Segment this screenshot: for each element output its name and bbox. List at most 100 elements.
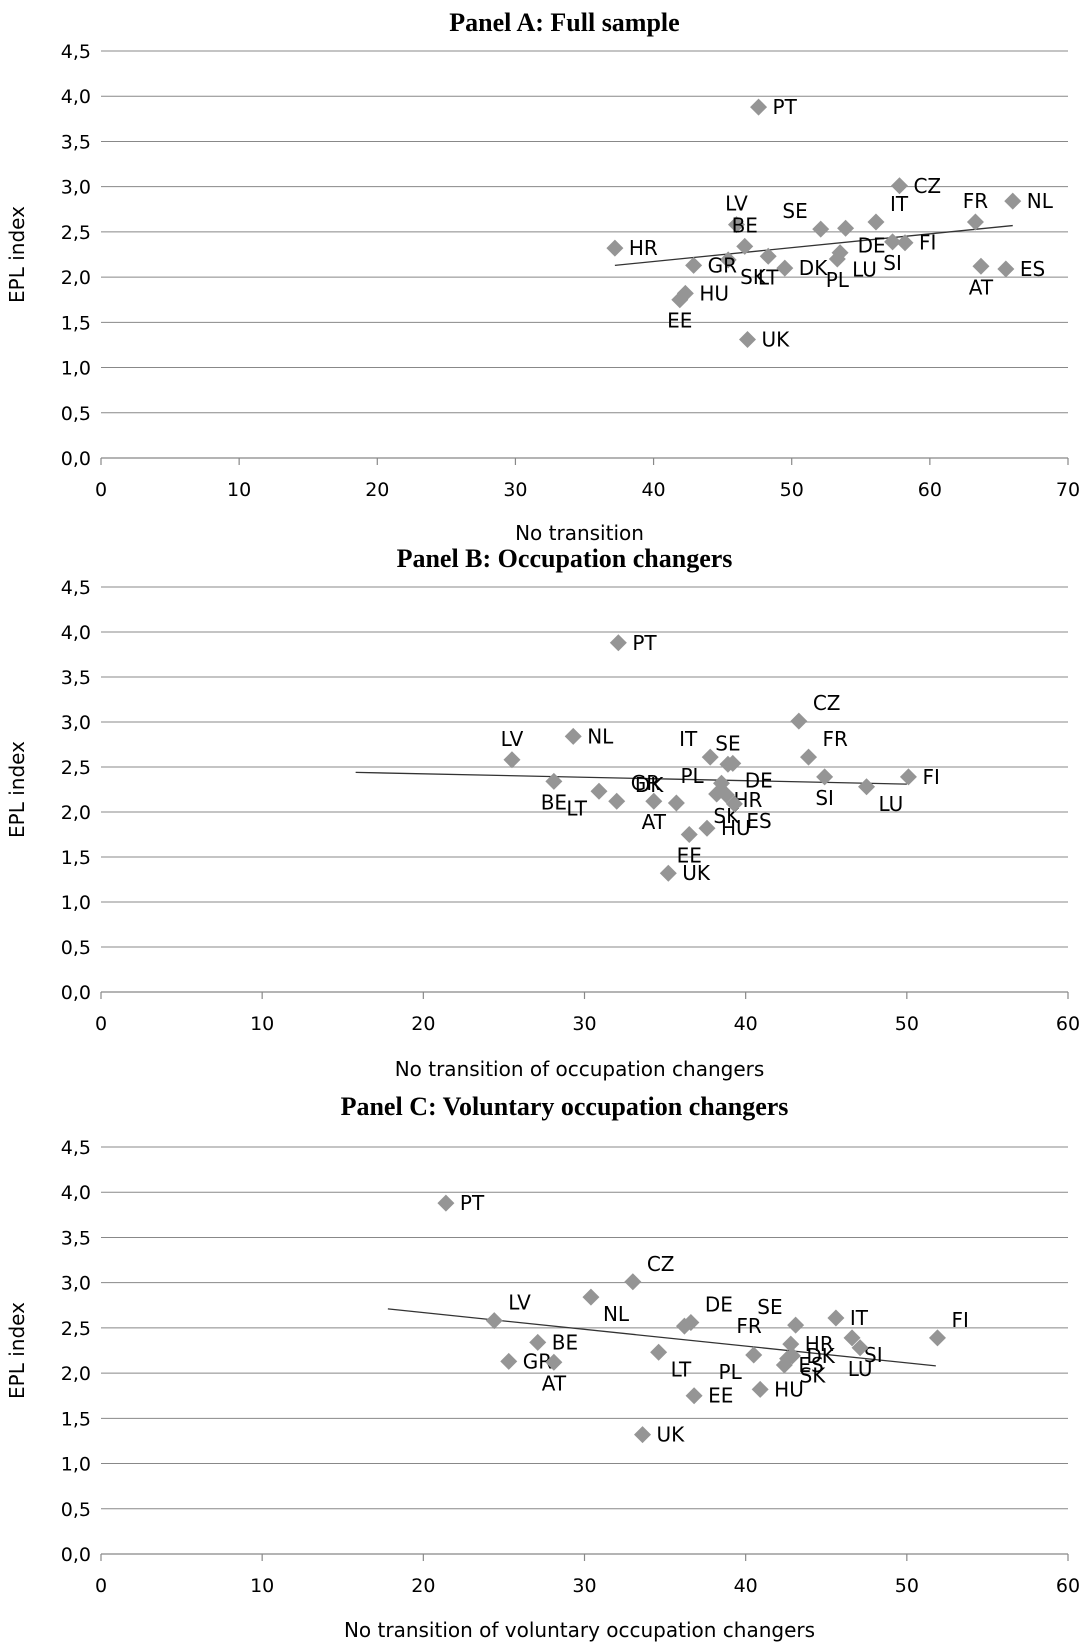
data-point-si [884,233,902,251]
panel-title: Panel A: Full sample [449,8,679,37]
point-label: LV [508,1291,531,1315]
data-point-pt [437,1194,455,1212]
point-label: FR [963,189,989,213]
data-point-be [529,1333,547,1351]
point-label: EE [708,1384,733,1408]
y-tick-label: 0,0 [61,982,91,1004]
point-label: BE [732,213,758,237]
y-tick-label: 2,0 [61,267,91,289]
point-label: SK [800,1364,827,1388]
data-point-pl [828,250,846,268]
x-tick-label: 20 [411,1575,435,1597]
point-label: DK [806,1344,835,1368]
point-label: HU [774,1377,804,1401]
x-tick-label: 40 [734,1013,758,1035]
point-label: UK [657,1423,686,1447]
y-tick-label: 3,5 [61,131,91,153]
panel-c: Panel C: Voluntary occupation changers 0,… [5,1092,1080,1642]
panel-b: Panel B: Occupation changers 0,0 0,5 1,0 1,5… [5,544,1080,1081]
point-label: DE [705,1292,733,1316]
point-label: PL [826,268,850,292]
point-label: ES [746,809,771,833]
y-tick-label: 1,0 [61,358,91,380]
x-tick-label: 0 [95,479,107,501]
data-point-ee [685,1387,703,1405]
point-label: SE [715,731,740,755]
data-point-at [972,257,990,275]
y-tick-label: 0,5 [61,1499,91,1521]
trendline [387,1308,936,1367]
point-label: SK [740,265,767,289]
point-label: DK [799,256,828,280]
x-tick-label: 0 [95,1575,107,1597]
x-tick-label: 60 [1056,1013,1080,1035]
point-label: UK [682,861,711,885]
point-label: CZ [647,1252,675,1276]
y-tick-label: 4,0 [61,622,91,644]
point-label: ES [1020,257,1045,281]
x-tick-label: 70 [1056,479,1080,501]
data-point-lu [858,778,876,796]
y-tick-label: 2,5 [61,1318,91,1340]
point-label: PL [719,1360,743,1384]
data-point-ee [671,291,689,309]
y-axis-label: EPL index [5,206,29,303]
point-label: FR [823,727,849,751]
data-point-sk [717,786,735,804]
x-tick-label: 10 [250,1013,274,1035]
x-tick-label: 50 [895,1575,919,1597]
data-point-ee [680,826,698,843]
panel-title: Panel C: Voluntary occupation changers [341,1092,789,1121]
y-tick-label: 0,5 [61,403,91,425]
y-tick-label: 1,5 [61,847,91,869]
x-tick-label: 40 [734,1575,758,1597]
y-axis-label: EPL index [5,1302,29,1399]
data-point-fr [675,1317,693,1335]
point-label: LU [848,1357,873,1381]
data-point-uk [634,1426,652,1444]
data-point-se [812,220,830,238]
panel-a: Panel A: Full sample 0,0 0,5 1,0 1,5 2,0 2,5 3,… [5,8,1080,545]
point-label: UK [762,328,791,352]
point-label: SE [782,199,807,223]
x-tick-label: 30 [503,479,527,501]
x-tick-label: 10 [250,1575,274,1597]
point-label: GR [708,253,737,277]
data-point-pl [745,1346,763,1364]
y-tick-label: 1,5 [61,1408,91,1430]
y-tick-label: 4,0 [61,1182,91,1204]
data-point-be [545,772,563,790]
point-label: AT [969,275,994,299]
point-label: EE [667,309,692,333]
data-point-es [997,260,1015,278]
point-label: SE [757,1295,782,1319]
data-point-gr [685,256,703,274]
y-tick-label: 1,5 [61,312,91,334]
y-tick-label: 2,5 [61,222,91,244]
data-point-dk [667,794,685,812]
point-label: HR [629,236,658,260]
data-point-it [867,213,885,231]
data-point-uk [739,331,757,349]
point-label: FI [919,231,936,255]
point-label: NL [1027,189,1054,213]
data-point-dk [776,259,794,277]
point-label: DE [858,233,886,257]
point-label: LT [566,796,587,820]
data-point-es [775,1356,793,1374]
point-label: LV [725,192,748,216]
data-point-gr [608,792,626,810]
data-point-nl [582,1288,600,1306]
point-label: PT [773,95,798,119]
data-point-at [645,792,663,810]
x-axis-label: No transition of occupation changers [395,1057,765,1081]
x-tick-label: 20 [411,1013,435,1035]
point-label: CZ [913,174,941,198]
y-tick-label: 0,0 [61,448,91,470]
point-label: IT [679,727,698,751]
x-tick-label: 50 [895,1013,919,1035]
data-point-at [545,1353,563,1371]
data-point-lt [650,1343,668,1361]
point-label: HU [699,281,729,305]
y-tick-label: 0,5 [61,937,91,959]
